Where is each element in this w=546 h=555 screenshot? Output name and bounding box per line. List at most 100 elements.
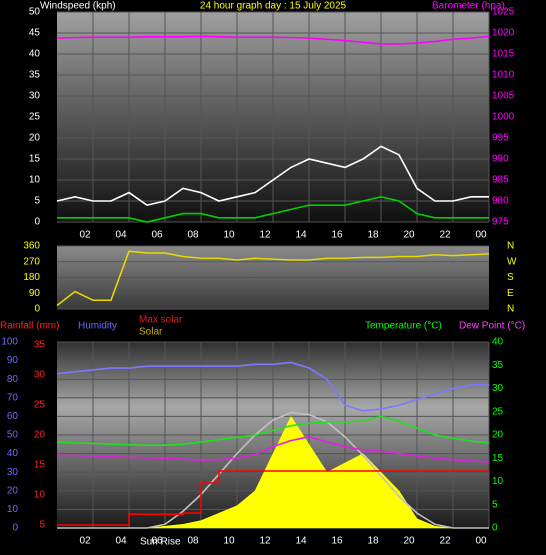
x-tick-label: 12 — [259, 536, 271, 547]
y-tick-label: W — [507, 256, 517, 267]
y-tick-label: N — [507, 304, 514, 315]
y-tick-label: 70 — [7, 392, 19, 403]
x-tick-label: 00 — [475, 536, 487, 547]
y-tick-label: 20 — [7, 485, 19, 496]
y-tick-label: 15 — [492, 453, 504, 464]
y-tick-label: 30 — [7, 467, 19, 478]
y-tick-label: 90 — [29, 288, 41, 299]
y-tick-label: 40 — [492, 337, 504, 348]
axis-label: Temperature (°C) — [365, 321, 442, 332]
y-tick-label: 50 — [7, 430, 19, 441]
y-tick-label: 15 — [34, 460, 46, 471]
x-tick-label: 06 — [151, 536, 163, 547]
y-tick-label: 0 — [492, 523, 498, 534]
series-line — [56, 250, 490, 307]
y-tick-label: 1020 — [492, 28, 515, 39]
y-tick-label: 60 — [7, 411, 19, 422]
axis-label: Humidity — [78, 321, 117, 332]
y-tick-label: 40 — [29, 49, 41, 60]
y-tick-label: 1010 — [492, 70, 515, 81]
legend-label: Solar — [139, 327, 163, 338]
y-tick-label: 30 — [492, 383, 504, 394]
y-tick-label: 35 — [34, 340, 46, 351]
y-tick-label: 25 — [492, 406, 504, 417]
y-tick-label: 90 — [7, 355, 19, 366]
y-tick-label: 40 — [7, 448, 19, 459]
x-tick-label: 16 — [331, 536, 343, 547]
y-tick-label: 25 — [34, 400, 46, 411]
x-tick-label: 06 — [151, 230, 163, 241]
annotation: Sun Rise — [140, 537, 181, 548]
series-line — [56, 415, 490, 447]
y-tick-label: S — [507, 272, 514, 283]
legend-label: Dew Point (°C) — [459, 321, 525, 332]
x-tick-label: 22 — [439, 536, 451, 547]
x-tick-label: 20 — [403, 230, 415, 241]
y-tick-label: 10 — [29, 175, 41, 186]
legend-label: Max solar — [139, 315, 183, 326]
axis-label: Windspeed (kph) — [40, 1, 116, 12]
y-tick-label: 20 — [492, 430, 504, 441]
x-tick-label: 10 — [223, 230, 235, 241]
y-tick-label: 0 — [34, 304, 40, 315]
series-line — [56, 35, 490, 45]
y-tick-label: E — [507, 288, 514, 299]
y-tick-label: 360 — [23, 241, 40, 252]
y-tick-label: 985 — [492, 175, 509, 186]
y-tick-label: 80 — [7, 374, 19, 385]
y-tick-label: 1025 — [492, 7, 515, 18]
series-line — [56, 145, 489, 207]
y-tick-label: 1015 — [492, 49, 515, 60]
y-tick-label: 995 — [492, 133, 509, 144]
y-tick-label: 100 — [1, 337, 18, 348]
y-tick-label: 50 — [29, 7, 41, 18]
y-tick-label: 975 — [492, 217, 509, 228]
y-tick-label: 30 — [29, 91, 41, 102]
x-tick-label: 08 — [187, 536, 199, 547]
series-line — [56, 361, 489, 412]
y-tick-label: 10 — [7, 504, 19, 515]
y-tick-label: 5 — [39, 520, 45, 531]
x-tick-label: 04 — [115, 230, 127, 241]
series-line — [57, 195, 489, 223]
x-tick-label: 18 — [367, 536, 379, 547]
y-tick-label: 20 — [29, 133, 41, 144]
x-tick-label: 20 — [403, 536, 415, 547]
y-tick-label: 45 — [29, 28, 41, 39]
x-tick-label: 18 — [367, 230, 379, 241]
x-tick-label: 14 — [295, 536, 307, 547]
x-tick-label: 02 — [79, 230, 91, 241]
y-tick-label: 10 — [34, 490, 46, 501]
y-tick-label: 35 — [29, 70, 41, 81]
y-tick-label: 1005 — [492, 91, 515, 102]
y-tick-label: 5 — [34, 196, 40, 207]
axis-label: Barometer (hpa) — [432, 1, 505, 12]
series-step — [57, 470, 489, 526]
chart-title: 24 hour graph day : 15 July 2025 — [200, 1, 347, 12]
series-line — [57, 411, 489, 529]
x-tick-label: 22 — [439, 230, 451, 241]
y-tick-label: 15 — [29, 154, 41, 165]
x-tick-label: 04 — [115, 536, 127, 547]
y-tick-label: 20 — [34, 430, 46, 441]
y-tick-label: 35 — [492, 360, 504, 371]
x-tick-label: 16 — [331, 230, 343, 241]
x-tick-label: 00 — [475, 230, 487, 241]
y-tick-label: 1000 — [492, 112, 515, 123]
y-tick-label: 980 — [492, 196, 509, 207]
y-tick-label: N — [507, 241, 514, 252]
x-tick-label: 14 — [295, 230, 307, 241]
series-line — [56, 436, 490, 463]
y-tick-label: 5 — [492, 499, 498, 510]
y-tick-label: 180 — [23, 272, 40, 283]
y-tick-label: 30 — [34, 370, 46, 381]
y-tick-label: 270 — [23, 256, 40, 267]
y-tick-label: 25 — [29, 112, 41, 123]
x-tick-label: 02 — [79, 536, 91, 547]
y-tick-label: 0 — [12, 523, 18, 534]
axis-label: Rainfall (mm) — [0, 321, 59, 332]
x-tick-label: 12 — [259, 230, 271, 241]
x-tick-label: 08 — [187, 230, 199, 241]
y-tick-label: 10 — [492, 476, 504, 487]
